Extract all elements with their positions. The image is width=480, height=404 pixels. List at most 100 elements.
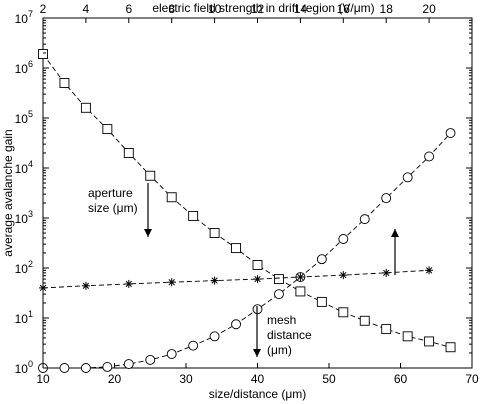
circle-marker [381,193,392,204]
square-marker [381,324,392,335]
y-tick-base: 10 [15,162,29,176]
top-tick-label: 14 [294,2,308,16]
square-marker [231,243,242,254]
y-tick-exponent: 7 [28,9,33,19]
asterisk-marker [339,271,348,280]
asterisk-marker [296,273,305,282]
y-tick-label: 107 [15,9,33,26]
y-tick-base: 10 [15,362,29,376]
circle-marker [145,354,156,365]
top-tick-label: 12 [251,2,265,16]
square-marker [102,124,113,135]
y-tick-exponent: 1 [28,309,33,319]
top-tick-label: 6 [125,2,132,16]
y-tick-exponent: 4 [28,159,33,169]
circle-marker [424,151,435,162]
circle-marker [445,128,456,139]
square-marker [166,192,177,203]
y-tick-base: 10 [15,62,29,76]
top-tick-label: 2 [40,2,47,16]
x-tick-label: 20 [108,372,122,386]
annotation-text: (μm) [267,343,292,357]
series-line-asterisk [42,269,430,289]
y-tick-label: 102 [15,259,33,276]
annotation-text: distance [267,328,312,342]
circle-marker [166,349,177,360]
asterisk-marker [425,266,434,275]
circle-marker [359,214,370,225]
y-tick-label: 100 [15,359,33,376]
y-tick-label: 106 [15,59,33,76]
circle-marker [209,331,220,342]
x-tick-label: 10 [36,372,50,386]
square-marker [338,307,349,318]
y-tick-base: 10 [15,12,29,26]
y-tick-exponent: 0 [28,359,33,369]
square-marker [59,78,70,89]
y-tick-label: 101 [15,309,33,326]
square-marker [424,336,435,347]
y-tick-base: 10 [15,112,29,126]
asterisk-marker [210,276,219,285]
square-marker [445,342,456,353]
y-tick-label: 104 [15,159,33,176]
annotation-text: size (μm) [88,201,138,215]
square-marker [359,315,370,326]
top-tick-label: 16 [337,2,351,16]
square-marker [123,147,134,158]
ticks-layer: 10 20 30 40 50 60 702 4 6 8 10 12 14 16 18 201001011021… [15,2,479,386]
arrow-down-icon [253,306,261,357]
circle-marker [102,361,113,372]
y-tick-exponent: 3 [28,209,33,219]
asterisk-marker [382,268,391,277]
circle-marker [188,340,199,351]
annotation-text: mesh [267,313,296,327]
square-marker [295,286,306,297]
y-tick-label: 103 [15,209,33,226]
x-tick-label: 70 [465,372,479,386]
circle-marker [59,363,70,373]
arrow-up-icon [391,229,399,275]
circle-marker [402,172,413,183]
square-marker [252,260,263,270]
circle-marker [123,359,134,369]
x-tick-label: 40 [251,372,265,386]
y-tick-label: 105 [15,109,33,126]
asterisk-marker [81,281,90,290]
top-tick-label: 4 [83,2,90,16]
x-tick-label: 30 [179,372,193,386]
top-tick-label: 18 [380,2,394,16]
square-marker [402,331,413,342]
annotation-text: aperture [88,186,133,200]
x-tick-label: 50 [322,372,336,386]
square-marker [80,102,91,113]
square-marker [316,296,327,307]
circle-marker [316,254,327,265]
asterisk-marker [167,278,176,287]
square-marker [38,49,48,60]
y-tick-base: 10 [15,262,29,276]
top-axis-title: electric field strength in drift region … [152,1,374,15]
y-axis-title: average avalanche gain [1,129,15,256]
circle-marker [231,319,242,330]
circle-marker [274,289,284,300]
square-marker [209,228,220,239]
circle-marker [338,234,349,244]
circle-marker [80,363,91,373]
square-marker [274,274,284,285]
top-tick-label: 10 [208,2,222,16]
asterisk-marker [253,275,262,284]
y-tick-exponent: 6 [28,59,33,69]
top-tick-label: 20 [422,2,436,16]
y-tick-exponent: 2 [28,259,33,269]
y-tick-exponent: 5 [28,109,33,119]
series-layer [38,49,456,373]
top-tick-label: 8 [168,2,175,16]
square-marker [145,170,156,181]
square-marker [188,210,199,221]
y-tick-base: 10 [15,212,29,226]
asterisk-marker [124,279,133,288]
